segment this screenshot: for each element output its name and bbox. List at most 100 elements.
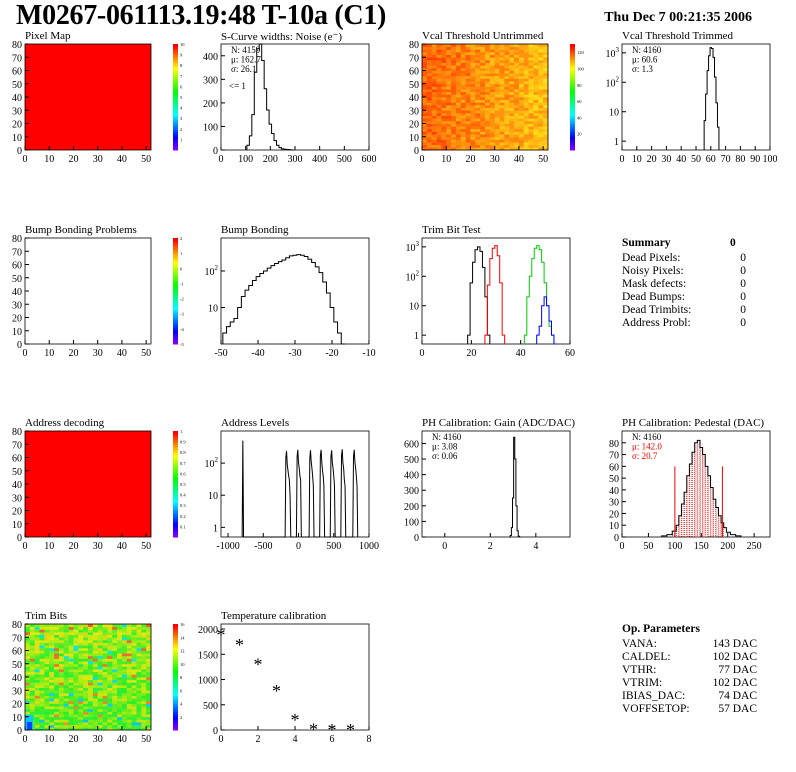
- bump-bonding-problems-palette-step: [173, 317, 178, 321]
- bump-bonding-problems-palette-step: [173, 285, 178, 289]
- bump-bonding-problems-palette-step: [173, 301, 178, 305]
- scurve-widths-stat: μ: 162.7: [231, 55, 261, 65]
- pixel-map-frame: [24, 43, 152, 151]
- pixel-map-ytick-label: 0: [17, 146, 22, 157]
- vcal-trimmed-ytick-label: 103: [606, 46, 620, 60]
- bump-bonding-problems-ytick-label: 20: [12, 314, 22, 325]
- pixel-map-palette-step: [173, 44, 178, 48]
- scurve-widths-annotation: <= 1: [229, 81, 246, 91]
- trim-bits-xtick-label: 20: [68, 734, 78, 745]
- vcal-untrimmed-palette-step: [570, 118, 575, 122]
- address-decoding-ytick-label: 50: [12, 467, 22, 478]
- pixel-map-xtick-label: 40: [117, 154, 127, 165]
- temperature-calibration-xtick-label: 4: [293, 734, 298, 745]
- summary-box: Summary 0 Dead Pixels: 0 Noisy Pixels: 0 Mas…: [622, 237, 752, 331]
- vcal-trimmed-xtick-label: 70: [721, 154, 731, 165]
- bump-bonding-frame: [220, 237, 370, 345]
- pixel-map-palette-step: [173, 49, 178, 53]
- address-decoding-ytick-label: 80: [12, 427, 22, 438]
- address-decoding-palette-step: [173, 441, 178, 445]
- bump-bonding-problems-palette-label: 0: [180, 266, 183, 271]
- ph-gain-stat: σ: 0.06: [432, 451, 458, 461]
- temperature-calibration-title: Temperature calibration: [221, 610, 327, 622]
- trim-bits-palette-step: [173, 698, 178, 702]
- ph-gain-ytick-label: 200: [404, 502, 419, 513]
- scurve-widths-xtick-label: 500: [337, 154, 352, 165]
- pixel-map-palette-label: 3: [180, 116, 183, 121]
- bump-bonding-problems-ytick-label: 70: [12, 247, 22, 258]
- trim-bit-test-ytick-label: 10: [409, 302, 419, 313]
- bump-bonding-problems-xtick-label: 30: [93, 348, 103, 359]
- ph-pedestal-xtick-label: 50: [643, 541, 653, 552]
- pixel-map-palette-step: [173, 123, 178, 127]
- address-decoding-cells: [25, 431, 151, 537]
- trim-bits-palette-label: 14: [180, 635, 185, 640]
- bump-bonding-xtick-label: -40: [251, 348, 264, 359]
- summary-value: 0: [740, 252, 746, 264]
- op-param-value: 57 DAC: [718, 703, 757, 716]
- vcal-untrimmed-palette-step: [570, 51, 575, 56]
- trim-bits-palette-step: [173, 661, 178, 665]
- address-decoding-palette-step: [173, 436, 178, 440]
- address-levels-series: [241, 440, 359, 538]
- scurve-widths-xtick-label: 200: [263, 154, 278, 165]
- vcal-untrimmed-palette-step: [570, 147, 575, 151]
- pixel-map-palette-step: [173, 131, 178, 135]
- trim-bits-palette-step: [173, 724, 178, 728]
- scurve-widths-ytick-label: 100: [203, 122, 218, 133]
- bump-bonding-problems-palette-step: [173, 277, 178, 281]
- bump-bonding-problems-xtick-label: 20: [68, 348, 78, 359]
- address-decoding-palette-step: [173, 438, 178, 443]
- pixel-map-palette-step: [173, 46, 178, 50]
- address-decoding-frame: [24, 430, 152, 538]
- pixel-map-palette-step: [173, 112, 178, 117]
- vcal-untrimmed-palette-step: [570, 134, 575, 138]
- trim-bits-palette-step: [173, 637, 178, 641]
- bump-bonding-series: [222, 254, 345, 345]
- pixel-map-palette-step: [173, 59, 178, 64]
- vcal-untrimmed-xtick-label: 50: [538, 154, 548, 165]
- address-decoding-xtick-label: 0: [23, 541, 28, 552]
- vcal-untrimmed-ytick-label: 70: [409, 53, 419, 64]
- pixel-map-ytick-label: 10: [12, 133, 22, 144]
- vcal-untrimmed-palette-step: [570, 115, 575, 119]
- trim-bits-palette-step: [173, 642, 178, 646]
- vcal-untrimmed-palette-step: [570, 75, 575, 79]
- trim-bits-palette-step: [173, 719, 178, 723]
- pixel-map-palette-step: [173, 81, 178, 85]
- ph-pedestal-ytick-label: 10: [609, 521, 619, 532]
- vcal-untrimmed-ytick-label: 80: [409, 40, 419, 51]
- address-levels-ytick-label: 1: [213, 523, 218, 534]
- vcal-untrimmed-palette-step: [570, 70, 575, 74]
- address-decoding-ytick-label: 20: [12, 507, 22, 518]
- vcal-trimmed-stat: σ: 1.3: [632, 64, 653, 74]
- vcal-untrimmed-palette-step: [570, 54, 575, 58]
- vcal-untrimmed-palette-step: [570, 89, 575, 93]
- vcal-untrimmed-palette-step: [570, 142, 575, 146]
- bump-bonding-problems-palette-step: [173, 280, 178, 284]
- ph-gain-xtick-label: 2: [488, 541, 493, 552]
- scurve-widths-xtick-label: 100: [238, 154, 253, 165]
- op-param-label: IBIAS_DAC:: [622, 690, 686, 703]
- address-decoding-palette-step: [173, 431, 178, 435]
- vcal-untrimmed-palette-step: [570, 67, 575, 71]
- bump-bonding-problems-palette-step: [173, 245, 178, 250]
- bump-bonding-title: Bump Bonding: [221, 224, 289, 236]
- pixel-map-ytick-label: 40: [12, 93, 22, 104]
- trim-bits-palette-step: [173, 674, 178, 678]
- bump-bonding-problems-palette-step: [173, 338, 178, 342]
- vcal-trimmed-xtick-label: 80: [735, 154, 745, 165]
- vcal-untrimmed-palette-step: [570, 126, 575, 130]
- trim-bit-test-series-1: [484, 245, 506, 344]
- scurve-widths-xtick-label: 0: [219, 154, 224, 165]
- address-levels-frame: [220, 430, 370, 538]
- trim-bits-corner-cell: [27, 722, 32, 730]
- vcal-untrimmed-palette-step: [570, 139, 575, 143]
- trim-bits-ytick-label: 50: [12, 660, 22, 671]
- address-decoding-palette-step: [173, 502, 178, 506]
- pixel-map-palette-step: [173, 102, 178, 106]
- trim-bits-palette-step: [173, 639, 178, 644]
- pixel-map-palette-step: [173, 107, 178, 111]
- address-decoding-palette-step: [173, 465, 178, 469]
- address-decoding-palette-label: 0.5: [180, 482, 186, 487]
